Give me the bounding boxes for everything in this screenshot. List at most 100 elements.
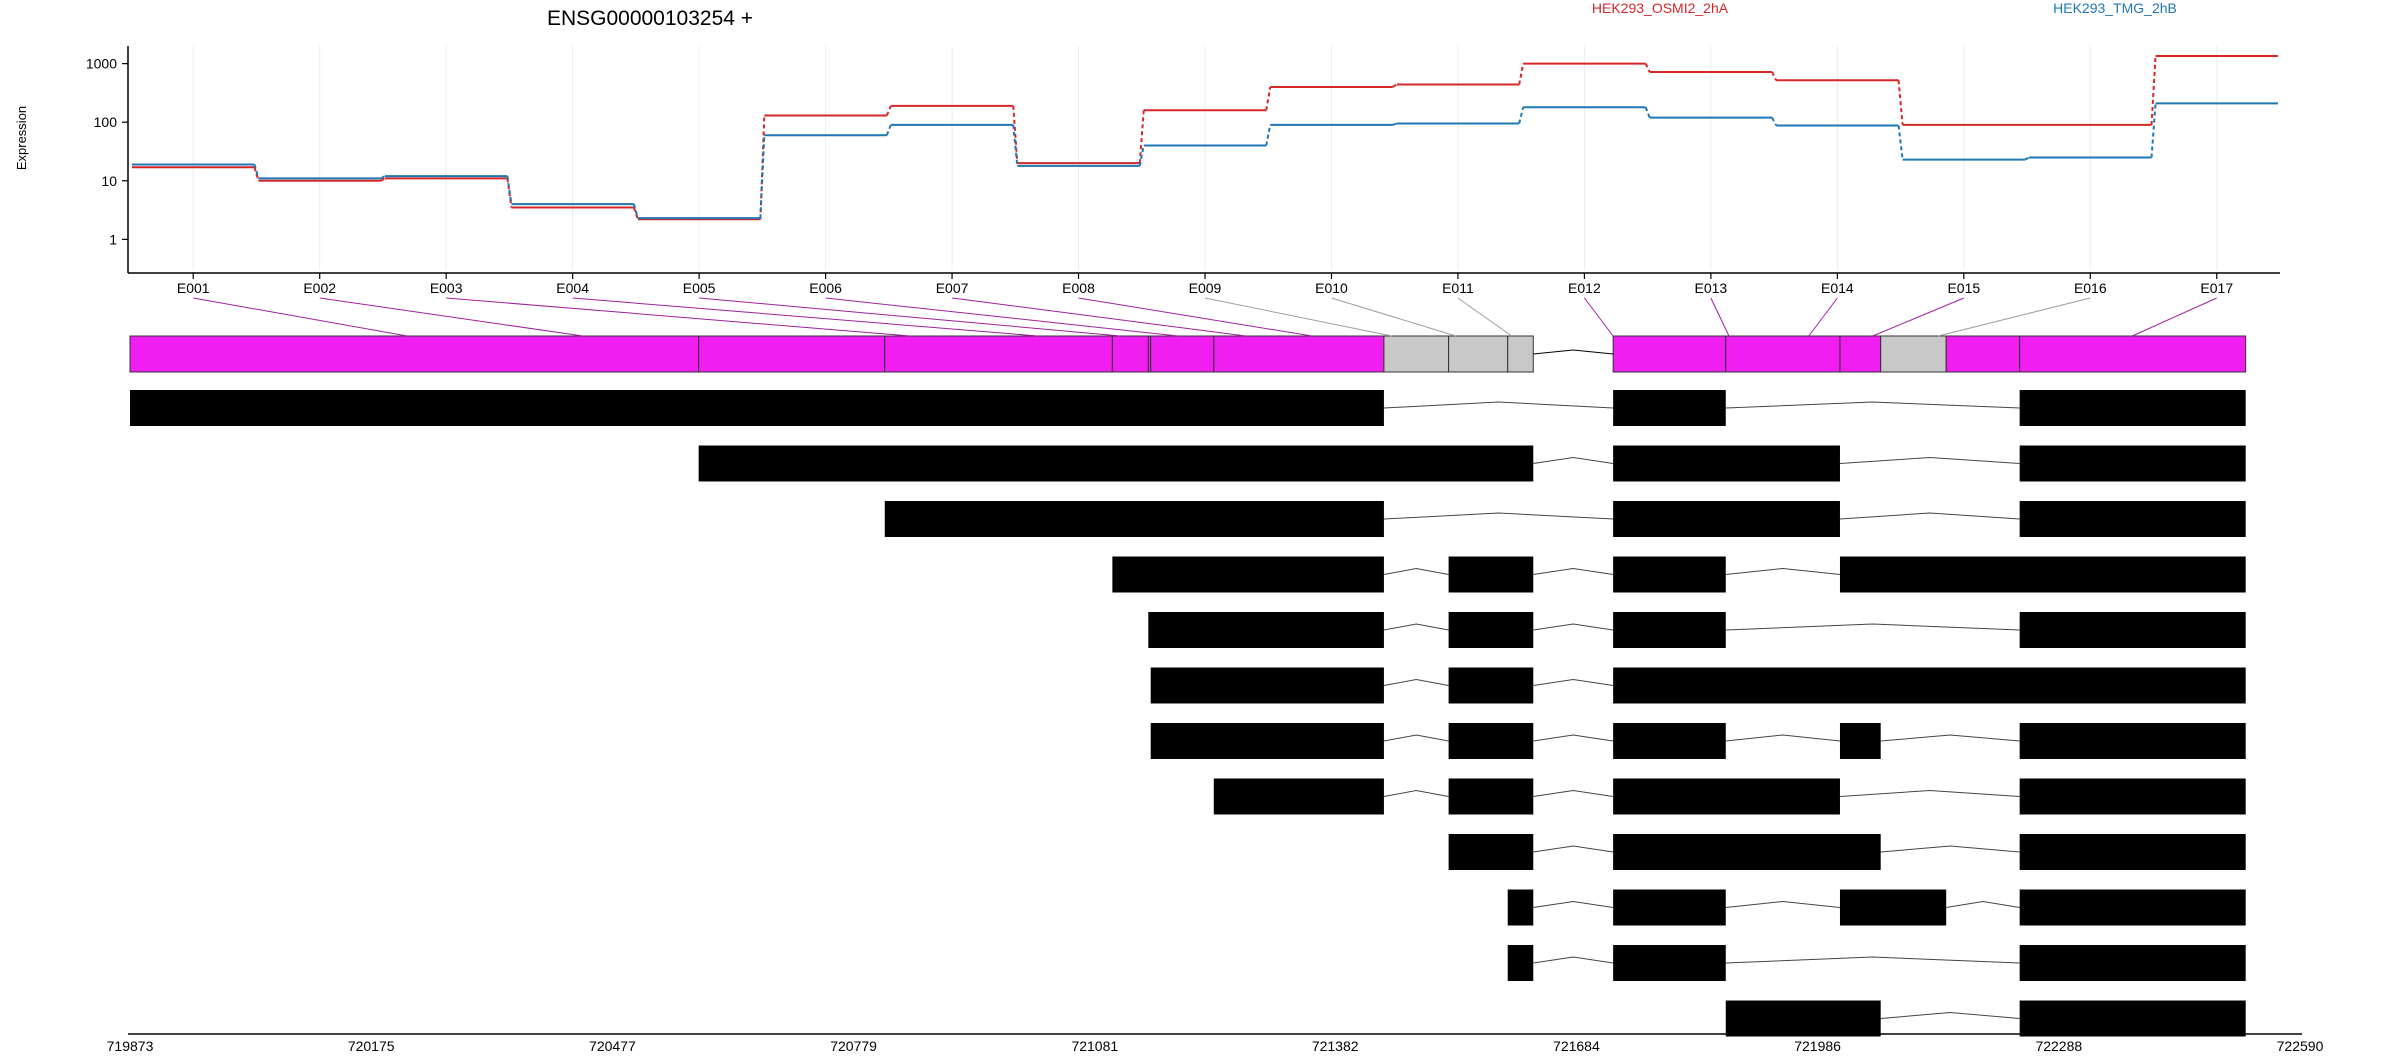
transcript-intron — [1383, 789, 1449, 797]
transcript-intron — [1383, 734, 1449, 742]
expression-connector — [380, 177, 386, 182]
exon-connector — [825, 297, 1178, 337]
genomic-tick-label: 719873 — [107, 1038, 154, 1054]
transcript-row — [1725, 1000, 2246, 1037]
transcript-exon — [1448, 834, 1534, 870]
expression-connector — [885, 124, 892, 136]
transcript-intron — [1383, 401, 1614, 409]
exon-connector — [2132, 297, 2217, 337]
transcript-intron — [1725, 401, 2020, 409]
transcript-exon — [1150, 723, 1384, 759]
expression-panel: ENSG00000103254 + Expression 1 10 100 1000 E00… — [14, 0, 2280, 296]
transcript-exon — [2019, 501, 2246, 537]
expression-connector — [380, 175, 386, 180]
exon-label: E006 — [809, 280, 842, 296]
exon-connector — [1872, 297, 1965, 337]
y-tick-label: 10 — [101, 173, 117, 189]
exon-connector — [1078, 297, 1313, 337]
transcript-exon — [2019, 723, 2246, 759]
exon-connector — [1938, 297, 2091, 337]
transcript-row — [1150, 667, 2246, 704]
transcript-intron — [1383, 678, 1449, 686]
transcript-row — [1213, 778, 2246, 815]
transcript-intron — [1725, 900, 1841, 908]
exon-connector — [1331, 297, 1456, 337]
exon-connector — [699, 297, 1121, 337]
transcript-row — [1150, 723, 2246, 759]
model-intron — [1533, 349, 1614, 355]
expression-connector — [1644, 106, 1651, 118]
exon-model — [129, 297, 2247, 373]
transcript-intron — [1533, 734, 1614, 742]
transcript-exon — [1213, 778, 1384, 815]
exon-label: E008 — [1062, 280, 1095, 296]
transcript-exon — [1613, 501, 1840, 537]
chart-title: ENSG00000103254 + — [547, 7, 753, 30]
transcript-intron — [1533, 956, 1614, 964]
transcript-exon — [1839, 889, 1947, 926]
transcript-intron — [1946, 900, 2020, 908]
genomic-tick-label: 721986 — [1794, 1038, 1841, 1054]
exon-segment — [1880, 335, 1947, 373]
transcript-intron — [1839, 456, 2020, 464]
expression-connector — [1012, 105, 1019, 164]
expression-connector — [1644, 63, 1651, 73]
transcript-exon — [2019, 889, 2246, 926]
transcript-exon — [1613, 445, 1840, 482]
expression-connector — [1518, 107, 1525, 124]
transcript-intron — [1725, 623, 2020, 631]
expression-connector — [1392, 122, 1398, 126]
transcript-exon — [1613, 889, 1726, 926]
transcript-exon — [1507, 945, 1534, 981]
transcript-exon — [1112, 556, 1384, 593]
exon-connector — [193, 297, 408, 337]
exon-segment — [1612, 335, 1727, 373]
transcripts — [130, 390, 2246, 1037]
transcript-exon — [1839, 556, 2246, 593]
genomic-tick-label: 721382 — [1312, 1038, 1359, 1054]
exon-label: E016 — [2074, 280, 2107, 296]
transcript-exon — [1507, 889, 1534, 926]
transcript-exon — [2019, 445, 2246, 482]
transcript-exon — [130, 390, 1384, 426]
exon-connector — [572, 297, 1039, 337]
transcript-exon — [1613, 945, 1726, 981]
legend-entry: HEK293_OSMI2_2hA — [1592, 0, 1729, 16]
exon-segment — [1383, 335, 1450, 373]
exon-segment — [1448, 335, 1509, 373]
exon-label: E004 — [556, 280, 589, 296]
transcript-intron — [1839, 789, 2020, 797]
transcript-intron — [1533, 456, 1614, 464]
transcript-row — [884, 501, 2246, 537]
expression-connector — [253, 164, 260, 179]
transcript-exon — [1448, 723, 1534, 759]
expression-connector — [632, 207, 639, 220]
transcript-intron — [1725, 956, 2020, 964]
transcript-intron — [1839, 512, 2020, 520]
exon-segment — [884, 335, 1113, 373]
transcript-exon — [1613, 612, 1726, 648]
genomic-tick-label: 720477 — [589, 1038, 636, 1054]
exon-label: E011 — [1442, 280, 1474, 296]
transcript-exon — [2019, 390, 2246, 426]
transcript-exon — [1448, 778, 1534, 815]
transcript-exon — [1613, 390, 1726, 426]
exon-label: E014 — [1821, 280, 1854, 296]
transcript-intron — [1533, 900, 1614, 908]
expression-connector — [506, 176, 513, 205]
exon-connector — [1584, 297, 1614, 337]
transcript-row — [1507, 945, 2246, 981]
genomic-axis: 719873 720175 720477 720779 721081 721382 7216… — [107, 1033, 2324, 1054]
transcript-exon — [884, 501, 1384, 537]
exon-label: E017 — [2200, 280, 2233, 296]
expression-connector — [632, 203, 639, 219]
transcript-intron — [1725, 567, 1841, 575]
expression-connector — [1138, 110, 1145, 164]
transcript-exon — [1150, 667, 1384, 704]
expression-connector — [1265, 86, 1272, 111]
transcript-exon — [1725, 1000, 1881, 1037]
transcript-intron — [1533, 789, 1614, 797]
transcript-row — [1448, 834, 2246, 870]
exon-connector — [446, 297, 911, 337]
transcript-exon — [1613, 778, 1840, 815]
